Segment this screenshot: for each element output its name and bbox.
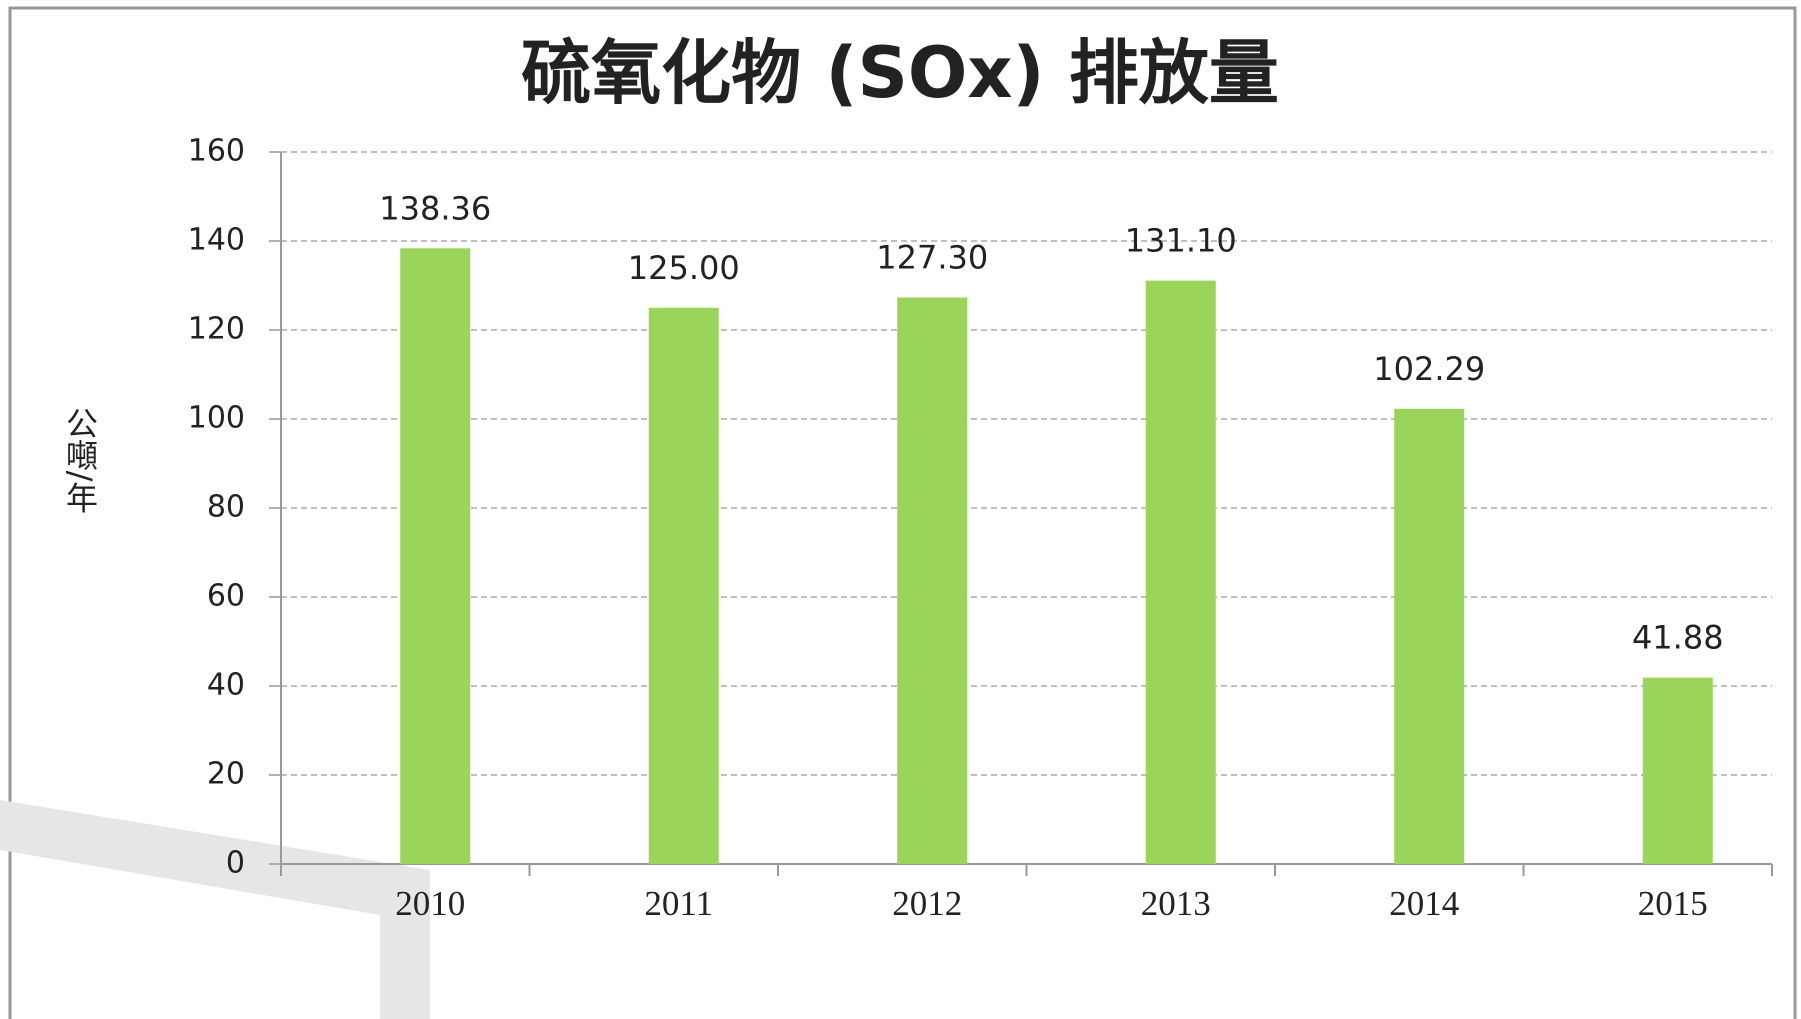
y-tick-label: 120 (188, 312, 245, 347)
bar (1642, 677, 1713, 864)
y-axis-label: 公噸/年 (61, 407, 99, 514)
data-label: 131.10 (1125, 222, 1237, 260)
chart-title: 硫氧化物 (SOx) 排放量 (521, 32, 1279, 114)
bar (897, 297, 968, 864)
frame (8, 6, 1797, 1019)
y-tick-label: 60 (207, 579, 245, 614)
x-tick-label: 2012 (892, 884, 962, 923)
bar (648, 307, 719, 864)
x-tick-label: 2011 (644, 884, 713, 923)
data-label: 125.00 (628, 249, 740, 287)
y-tick-label: 80 (207, 490, 245, 525)
bar (400, 248, 471, 865)
data-label: 127.30 (876, 239, 988, 277)
x-tick-label: 2013 (1141, 884, 1211, 923)
y-tick-label: 100 (188, 401, 245, 436)
y-tick-label: 140 (188, 223, 245, 258)
y-tick-label: 0 (226, 846, 245, 881)
x-tick-label: 2010 (395, 884, 465, 923)
x-tick-label: 2015 (1638, 884, 1708, 923)
bar (1145, 280, 1216, 865)
y-tick-label: 40 (207, 668, 245, 703)
x-tick-label: 2014 (1389, 884, 1459, 923)
y-tick-label: 20 (207, 757, 245, 792)
bar (1394, 408, 1465, 864)
y-tick-label: 160 (188, 134, 245, 169)
data-label: 102.29 (1373, 350, 1485, 388)
data-label: 41.88 (1632, 619, 1724, 657)
data-label: 138.36 (379, 189, 491, 227)
watermark (0, 800, 430, 1019)
